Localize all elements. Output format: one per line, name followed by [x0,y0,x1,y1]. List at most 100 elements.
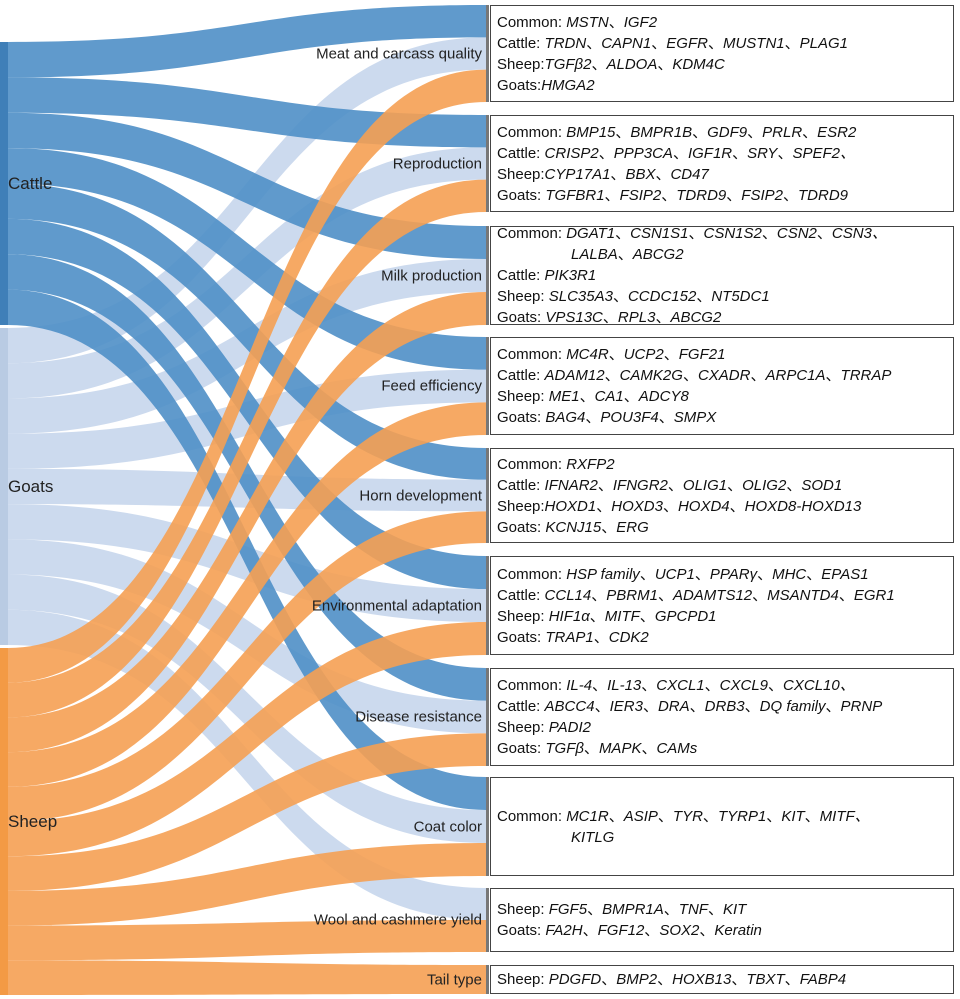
gene: OLIG2 [742,476,787,494]
gene: PRLR [762,123,803,141]
gene: LALBA [571,246,618,263]
separator: 、 [615,123,631,141]
target-label: Wool and cashmere yield [313,911,482,929]
gene-row: Common: HSP family、UCP1、PPARγ、MHC、EPAS1 [497,564,953,585]
gene: IL-4 [566,677,593,694]
row-label: Goats: [497,309,546,326]
separator: 、 [587,901,603,918]
gene-row: Goats: KCNJ15、ERG [497,517,953,538]
gene: FSIP2 [741,186,783,204]
gene: ADAM12 [544,367,605,384]
separator: 、 [761,225,777,242]
gene-row: Cattle: CRISP2、PPP3CA、IGF1R、SRY、SPEF2、 [497,143,953,164]
flow [8,218,486,589]
target-node [486,226,489,325]
row-label: Sheep: [497,607,549,625]
gene: FGF5 [548,901,588,918]
gene: BBX [625,165,656,183]
separator: 、 [662,497,678,515]
flow [8,622,486,857]
target-label: Feed efficiency [381,377,482,395]
target-node [486,888,489,952]
separator: 、 [591,586,607,604]
gene: CAMs [656,740,698,757]
gene: NT5DC1 [711,288,770,305]
gene: CD47 [670,165,709,183]
row-label: Goats: [497,409,546,426]
gene-row: Goats:HMGA2 [497,75,953,96]
row-label: Goats: [497,740,546,757]
gene: ADAMTS12 [672,586,753,604]
gene: SMPX [673,409,717,426]
gene: UCP1 [654,565,695,583]
gene: ME1 [548,388,580,405]
gene-row: Common: MSTN、IGF2 [497,12,953,33]
gene: ADCY8 [638,388,689,405]
gene: BMPR1B [630,123,693,141]
separator: 、 [644,922,660,939]
separator: 、 [642,698,658,715]
separator: 、 [612,288,628,305]
gene-row: Common: MC1R、ASIP、TYR、TYRP1、KIT、MITF、 [497,806,953,827]
row-label: Sheep: [497,288,549,305]
row-label: Goats: [497,518,546,536]
row-label: Cattle: [497,367,545,384]
separator: 、 [825,367,841,384]
row-label: Common: [497,455,567,473]
gene: PADI2 [548,719,591,736]
flow [8,112,486,259]
gene: HOXD1 [544,497,597,515]
flow-group [8,5,486,995]
separator: 、 [592,677,608,694]
gene: MHC [772,565,807,583]
gene: CSN3、 [831,225,887,242]
gene: SLC35A3 [548,288,613,305]
flow [8,254,486,701]
flow [8,148,486,370]
gene-row: Cattle: ABCC4、IER3、DRA、DRB3、DQ family、PR… [497,696,953,717]
gene-row: Goats: TRAP1、CDK2 [497,627,953,648]
gene: CXCL1 [656,677,705,694]
flow [8,574,486,843]
separator: 、 [729,497,745,515]
flow [8,179,486,718]
target-node [486,777,489,876]
flow [8,69,486,683]
gene-row: KITLG [497,827,953,848]
gene: MSTN [566,13,609,31]
gene: PLAG1 [799,34,849,52]
gene: BMPR1A [602,901,664,918]
row-label: Sheep: [497,971,549,988]
separator: 、 [601,518,617,536]
row-label: Cattle: [497,34,545,52]
gene-row: Sheep: FGF5、BMPR1A、TNF、KIT [497,899,953,920]
target-label: Environmental adaptation [311,597,482,614]
gene: TNF [678,901,708,918]
flow [8,960,486,995]
gene: CA1 [594,388,624,405]
separator: 、 [582,922,598,939]
separator: 、 [777,144,793,162]
row-label: Sheep: [497,719,549,736]
gene: MITF [604,607,640,625]
gene-row: Common: DGAT1、CSN1S1、CSN1S2、CSN2、CSN3、 [497,223,953,244]
gene: Keratin [714,922,762,939]
gene: CCL14 [544,586,592,604]
separator: 、 [591,55,607,73]
gene: IGF2 [623,13,658,31]
separator: 、 [608,13,624,31]
separator: 、 [750,367,766,384]
gene: TDRD9 [798,186,849,204]
separator: 、 [667,476,683,494]
gene: TRAP1 [545,628,594,646]
separator: 、 [658,409,674,426]
gene-row: Cattle: CCL14、PBRM1、ADAMTS12、MSANTD4、EGR… [497,585,953,606]
gene: DRB3 [704,698,745,715]
gene-row: Cattle: TRDN、CAPN1、EGFR、MUSTN1、PLAG1 [497,33,953,54]
gene: KIT [722,901,747,918]
gene: DGAT1 [566,225,616,242]
gene: UCP2 [623,346,664,363]
flow [8,183,486,480]
row-label: Sheep: [497,901,549,918]
